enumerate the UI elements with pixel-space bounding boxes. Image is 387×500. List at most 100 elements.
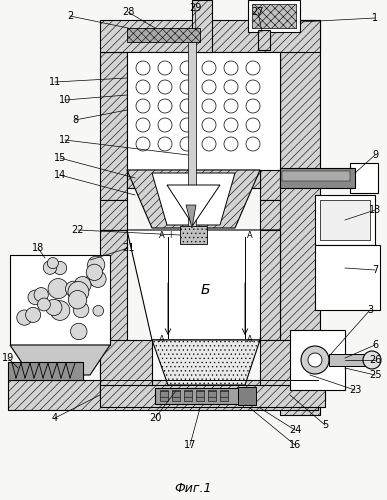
Bar (100, 385, 325, 407)
Bar (127, 52, 280, 170)
Text: А: А (159, 230, 165, 239)
Bar (127, 170, 260, 188)
Bar (192, 0, 212, 52)
Circle shape (53, 262, 67, 274)
Bar (260, 200, 280, 230)
Circle shape (46, 300, 62, 316)
Circle shape (180, 137, 194, 151)
Circle shape (180, 99, 194, 113)
Polygon shape (40, 370, 80, 380)
Bar (160, 390, 168, 401)
Bar (100, 340, 152, 400)
Bar (252, 4, 296, 28)
Polygon shape (152, 340, 260, 385)
Text: 27: 27 (252, 7, 264, 17)
Circle shape (74, 276, 91, 293)
Text: 26: 26 (369, 355, 381, 365)
Text: 19: 19 (2, 353, 14, 363)
Circle shape (158, 61, 172, 75)
Circle shape (246, 99, 260, 113)
Circle shape (180, 80, 194, 94)
Bar (238, 387, 256, 405)
Circle shape (246, 80, 260, 94)
Circle shape (246, 137, 260, 151)
Text: 18: 18 (32, 243, 44, 253)
Circle shape (136, 118, 150, 132)
Bar (280, 168, 355, 188)
Circle shape (202, 80, 216, 94)
Circle shape (70, 323, 87, 340)
Text: 25: 25 (369, 370, 381, 380)
Bar (127, 28, 200, 42)
Text: |: | (169, 232, 171, 238)
Circle shape (136, 80, 150, 94)
Bar (258, 30, 270, 50)
Circle shape (93, 306, 104, 316)
Text: 21: 21 (122, 243, 134, 253)
Bar (280, 20, 320, 415)
Text: 9: 9 (372, 150, 378, 160)
Circle shape (136, 61, 150, 75)
Circle shape (136, 99, 150, 113)
Circle shape (26, 308, 41, 322)
Circle shape (89, 271, 106, 287)
Text: 2: 2 (67, 11, 73, 21)
Circle shape (136, 137, 150, 151)
Text: 14: 14 (54, 170, 66, 180)
Text: А: А (247, 336, 253, 344)
Bar (320, 200, 370, 240)
Bar (8, 380, 318, 410)
Circle shape (47, 258, 58, 268)
Bar (180, 226, 207, 244)
Circle shape (17, 310, 32, 325)
Circle shape (28, 290, 43, 304)
Bar (260, 230, 280, 340)
Circle shape (246, 61, 260, 75)
Circle shape (65, 281, 81, 296)
Bar (350, 163, 378, 193)
Text: 15: 15 (54, 153, 66, 163)
Polygon shape (167, 185, 220, 225)
Text: 11: 11 (49, 77, 61, 87)
Circle shape (363, 351, 381, 369)
Bar (100, 20, 320, 52)
Polygon shape (127, 170, 260, 228)
Circle shape (43, 261, 57, 274)
Polygon shape (186, 205, 196, 228)
Text: 29: 29 (189, 3, 201, 13)
Bar (155, 388, 240, 404)
Circle shape (224, 80, 238, 94)
Text: 23: 23 (349, 385, 361, 395)
Circle shape (158, 118, 172, 132)
Bar (10, 255, 110, 345)
Bar (282, 171, 350, 181)
Text: 22: 22 (72, 225, 84, 235)
Circle shape (308, 353, 322, 367)
Circle shape (68, 290, 87, 309)
Text: 6: 6 (372, 340, 378, 350)
Circle shape (38, 298, 50, 311)
Circle shape (48, 278, 68, 298)
Polygon shape (10, 345, 110, 375)
Bar (220, 390, 228, 401)
Bar (188, 30, 196, 230)
Circle shape (224, 118, 238, 132)
Text: 3: 3 (367, 305, 373, 315)
Circle shape (224, 137, 238, 151)
Text: Фиг.1: Фиг.1 (174, 482, 212, 494)
Text: 7: 7 (372, 265, 378, 275)
Text: 5: 5 (322, 420, 328, 430)
Text: А: А (159, 336, 165, 344)
Circle shape (158, 99, 172, 113)
Text: 12: 12 (59, 135, 71, 145)
Bar (184, 390, 192, 401)
Bar (100, 200, 127, 230)
Circle shape (202, 61, 216, 75)
Text: 20: 20 (149, 413, 161, 423)
Bar (315, 195, 375, 245)
Circle shape (224, 99, 238, 113)
Text: 8: 8 (72, 115, 78, 125)
Circle shape (246, 118, 260, 132)
Circle shape (180, 118, 194, 132)
Bar (8, 362, 83, 380)
